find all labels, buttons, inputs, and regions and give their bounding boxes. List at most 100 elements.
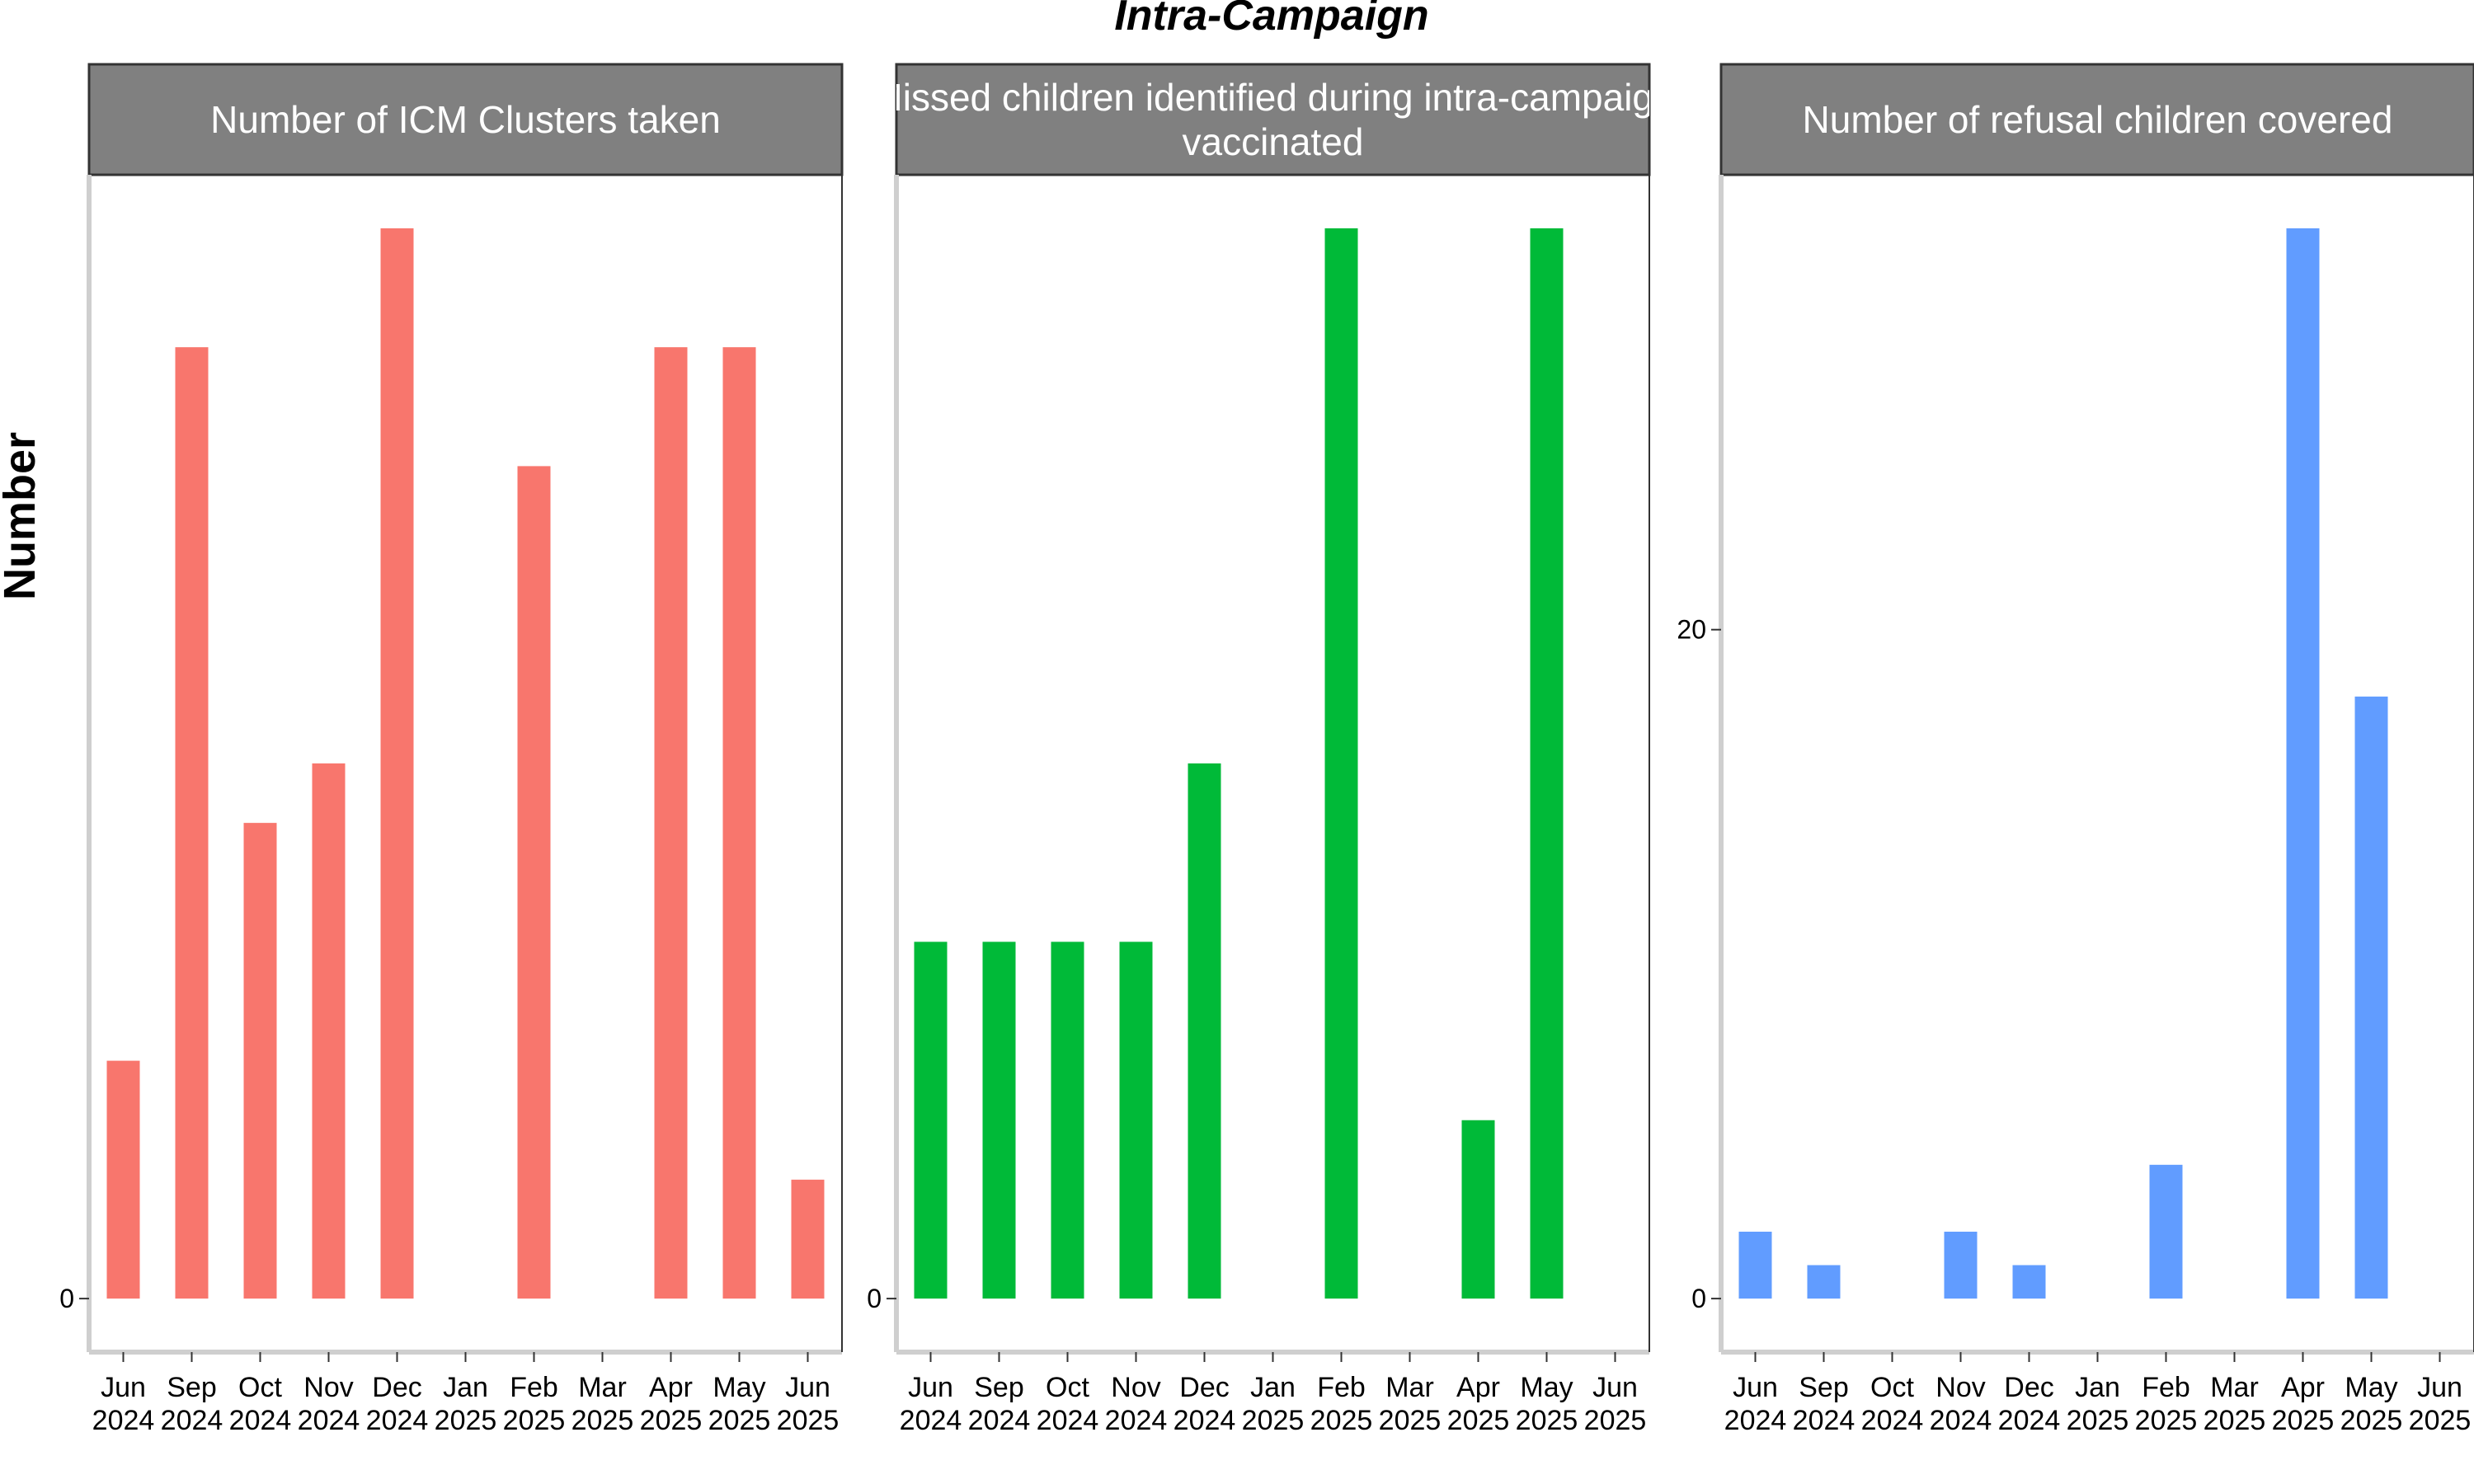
x-tick-label-year: 2025 <box>640 1405 703 1436</box>
x-tick-label-month: Jun <box>1733 1372 1778 1403</box>
bar-may-2025 <box>722 347 756 1299</box>
x-tick-label-month: Feb <box>1317 1372 1366 1403</box>
bar-sep-2024 <box>1807 1265 1841 1299</box>
bar-dec-2024 <box>380 228 414 1299</box>
x-tick-label-month: Dec <box>372 1372 421 1403</box>
bar-dec-2024 <box>1188 763 1221 1299</box>
x-tick-label-year: 2025 <box>777 1405 840 1436</box>
x-tick-label-month: May <box>2345 1372 2397 1403</box>
facet-panels: Number of ICM Clusters taken0Jun2024Sep2… <box>59 63 2474 1436</box>
x-tick-label-year: 2024 <box>366 1405 429 1436</box>
x-tick-label-month: Dec <box>1179 1372 1229 1403</box>
x-tick-label-month: Jun <box>101 1372 146 1403</box>
x-tick-label-month: Sep <box>974 1372 1024 1403</box>
x-tick-label-year: 2024 <box>298 1405 360 1436</box>
x-tick-label-year: 2025 <box>2204 1405 2266 1436</box>
x-tick-label-month: Dec <box>2004 1372 2053 1403</box>
x-tick-label-year: 2024 <box>92 1405 155 1436</box>
x-tick-label-year: 2024 <box>1105 1405 1168 1436</box>
x-tick-label-month: Jun <box>2417 1372 2462 1403</box>
x-tick-label-month: Feb <box>2142 1372 2190 1403</box>
y-tick-label: 0 <box>59 1284 74 1313</box>
bar-nov-2024 <box>1119 942 1153 1299</box>
bar-dec-2024 <box>2012 1265 2046 1299</box>
x-tick-label-year: 2024 <box>1793 1405 1856 1436</box>
bar-apr-2025 <box>654 347 688 1299</box>
x-tick-label-month: Oct <box>238 1372 282 1403</box>
x-tick-label-year: 2025 <box>2135 1405 2198 1436</box>
x-tick-label-month: Jun <box>908 1372 953 1403</box>
x-tick-label-month: Jun <box>785 1372 830 1403</box>
facet-panel-1: Number of ICM Clusters taken0Jun2024Sep2… <box>59 63 844 1436</box>
x-tick-label-year: 2024 <box>1861 1405 1924 1436</box>
facet-title-line: Number of refusal children covered <box>1803 98 2393 141</box>
x-tick-label-month: May <box>713 1372 765 1403</box>
y-tick-label: 0 <box>1691 1284 1706 1313</box>
facet-title-line: vaccinated <box>1183 120 1364 163</box>
x-tick-label-year: 2025 <box>435 1405 497 1436</box>
bar-apr-2025 <box>1461 1120 1495 1299</box>
x-tick-label-year: 2025 <box>1379 1405 1442 1436</box>
x-tick-label-year: 2024 <box>900 1405 962 1436</box>
facet-title-line: Missed children identified during intra-… <box>871 76 1674 119</box>
x-tick-label-month: Apr <box>649 1372 693 1403</box>
figure-title: Intra-Campaign <box>1114 0 1428 40</box>
x-tick-label-year: 2025 <box>2409 1405 2472 1436</box>
bar-feb-2025 <box>1324 228 1358 1299</box>
bar-feb-2025 <box>2149 1164 2183 1299</box>
x-tick-label-year: 2025 <box>1310 1405 1373 1436</box>
bar-jun-2024 <box>106 1060 140 1299</box>
x-tick-label-month: May <box>1520 1372 1573 1403</box>
x-tick-label-month: Nov <box>1935 1372 1985 1403</box>
x-tick-label-year: 2024 <box>1930 1405 1992 1436</box>
bar-sep-2024 <box>175 347 209 1299</box>
bar-apr-2025 <box>2286 228 2320 1299</box>
bar-jun-2025 <box>791 1179 825 1299</box>
y-tick-label: 20 <box>1677 615 1706 645</box>
facet-strip <box>895 63 1651 176</box>
x-tick-label-year: 2024 <box>1724 1405 1787 1436</box>
x-tick-label-month: Nov <box>1111 1372 1160 1403</box>
facet-strip <box>87 63 844 176</box>
x-tick-label-year: 2025 <box>1242 1405 1305 1436</box>
x-tick-label-month: Apr <box>1456 1372 1500 1403</box>
x-tick-label-month: Jan <box>1250 1372 1296 1403</box>
x-tick-label-year: 2024 <box>161 1405 223 1436</box>
x-tick-label-year: 2024 <box>1998 1405 2061 1436</box>
x-tick-label-month: Sep <box>167 1372 217 1403</box>
x-tick-label-year: 2025 <box>503 1405 566 1436</box>
x-tick-label-year: 2025 <box>1584 1405 1647 1436</box>
x-tick-label-month: Oct <box>1870 1372 1914 1403</box>
x-tick-label-month: Oct <box>1046 1372 1089 1403</box>
x-tick-label-month: Jan <box>2075 1372 2120 1403</box>
facet-panel-3: Number of refusal children covered 0 20 Jun… <box>1677 63 2474 1436</box>
x-tick-label-year: 2025 <box>571 1405 634 1436</box>
x-tick-label-month: Feb <box>510 1372 558 1403</box>
bar-sep-2024 <box>982 942 1016 1299</box>
bar-oct-2024 <box>1051 942 1084 1299</box>
x-tick-label-year: 2025 <box>1516 1405 1578 1436</box>
x-tick-label-year: 2024 <box>1037 1405 1099 1436</box>
x-tick-label-year: 2024 <box>968 1405 1031 1436</box>
facet-title-line: Number of ICM Clusters taken <box>210 98 721 141</box>
x-tick-label-year: 2025 <box>2272 1405 2335 1436</box>
x-tick-label-month: Mar <box>2210 1372 2259 1403</box>
bar-nov-2024 <box>312 763 346 1299</box>
x-tick-label-month: Sep <box>1799 1372 1849 1403</box>
bar-feb-2025 <box>517 466 551 1299</box>
facet-strip <box>1719 63 2474 176</box>
x-tick-label-year: 2025 <box>2067 1405 2129 1436</box>
y-axis-label: Number <box>0 432 45 600</box>
y-tick-label: 0 <box>867 1284 882 1313</box>
x-tick-label-year: 2025 <box>708 1405 771 1436</box>
x-tick-label-month: Mar <box>1385 1372 1434 1403</box>
x-tick-label-month: Jan <box>443 1372 488 1403</box>
x-tick-label-month: Nov <box>303 1372 353 1403</box>
x-tick-label-year: 2024 <box>229 1405 292 1436</box>
x-tick-label-month: Mar <box>578 1372 627 1403</box>
x-tick-label-year: 2025 <box>1447 1405 1510 1436</box>
x-tick-label-month: Apr <box>2281 1372 2325 1403</box>
bar-oct-2024 <box>243 823 277 1299</box>
bar-may-2025 <box>2354 696 2388 1299</box>
